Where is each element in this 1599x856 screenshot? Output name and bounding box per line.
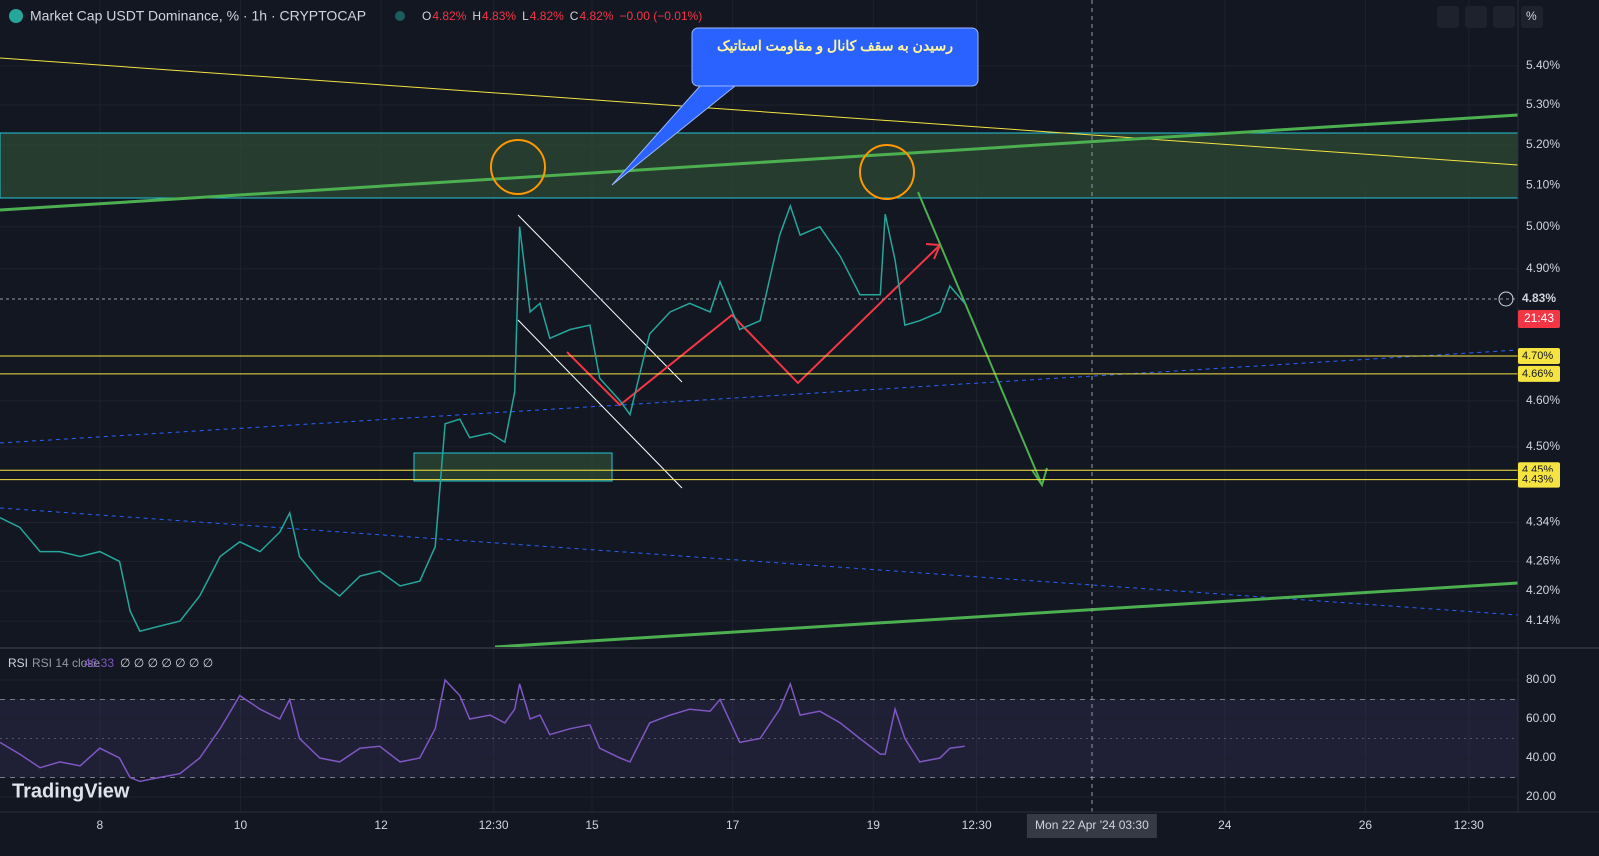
ohlc-key: H <box>472 9 481 23</box>
channel-bottom <box>494 581 1519 649</box>
y-tick-label: 5.10% <box>1526 177 1560 191</box>
last-price-tag <box>1518 289 1560 308</box>
callout-text: رسیدن به سقف کانال و مقاومت استاتیک <box>717 38 953 55</box>
rsi-tick-label: 40.00 <box>1526 750 1556 764</box>
price-line <box>0 203 966 633</box>
y-tick-label: 5.30% <box>1526 97 1560 111</box>
rsi-value: 46.33 <box>84 656 114 670</box>
ohlc-value: 4.82% <box>432 9 466 23</box>
x-tick-label: 10 <box>234 818 248 832</box>
y-tick-label: 4.50% <box>1526 439 1560 453</box>
logo: TradingView <box>12 780 130 802</box>
rsi-inputs: ∅ ∅ ∅ ∅ ∅ ∅ ∅ <box>120 656 213 670</box>
y-tick-label: 4.60% <box>1526 393 1560 407</box>
last-price-label: 4.83% <box>1522 291 1556 305</box>
level-label: 4.43% <box>1522 474 1553 486</box>
crosshair-tag <box>1026 814 1157 838</box>
ohlc-key: L <box>522 9 529 23</box>
y-tick-label: 4.26% <box>1526 554 1560 568</box>
level-tag <box>1518 347 1560 364</box>
x-tick-label: 26 <box>1359 818 1373 832</box>
x-tick-label: 12:30 <box>962 818 992 832</box>
ohlc: O 4.82% H 4.83% L 4.82% C 4.82% −0.00 (−0.01%) <box>422 9 702 23</box>
x-tick-label: 12:30 <box>479 818 509 832</box>
plot <box>0 203 1518 783</box>
x-tick-label: 8 <box>96 818 103 832</box>
rsi-tick-label: 20.00 <box>1526 789 1556 803</box>
scale-mode[interactable]: % <box>1526 9 1537 23</box>
y-tick-label: 5.20% <box>1526 137 1560 151</box>
x-tick-label: 15 <box>585 818 599 832</box>
y-tick-label: 4.14% <box>1526 613 1560 627</box>
callout-box <box>691 27 979 87</box>
arrow-head <box>1031 467 1048 488</box>
x-tick-label: 24 <box>1218 818 1232 832</box>
y-tick-label: 4.34% <box>1526 515 1560 529</box>
status-dot <box>395 11 405 21</box>
countdown-tag <box>1518 309 1560 328</box>
symbol-icon <box>9 9 23 23</box>
level-tag <box>1518 471 1560 488</box>
y-tick-label: 4.90% <box>1526 261 1560 275</box>
button[interactable] <box>1493 6 1515 28</box>
highlight-circle <box>859 144 915 200</box>
button[interactable] <box>1437 6 1459 28</box>
button[interactable] <box>1521 6 1543 28</box>
highlight-circle <box>490 139 546 195</box>
x-tick-label: 12:30 <box>1454 818 1484 832</box>
demand-zone <box>413 452 613 482</box>
x-tick-label: 17 <box>726 818 740 832</box>
projection-arrow <box>917 191 1043 486</box>
add-button[interactable] <box>1498 291 1514 307</box>
y-tick-label: 5.00% <box>1526 219 1560 233</box>
rsi-label: RSI 14 close <box>32 656 100 670</box>
zigzag <box>566 244 941 407</box>
ohlc-key: O <box>422 9 431 23</box>
ohlc-key: C <box>570 9 579 23</box>
y-tick-label: 4.20% <box>1526 583 1560 597</box>
rsi-tick-label: 60.00 <box>1526 711 1556 725</box>
ohlc-change: −0.00 (−0.01%) <box>620 9 703 23</box>
rsi-line <box>0 678 965 783</box>
x-tick-label: 19 <box>867 818 881 832</box>
resistance-zone <box>0 132 1519 199</box>
rsi-tick-label: 80.00 <box>1526 672 1556 686</box>
ohlc-value: 4.82% <box>530 9 564 23</box>
ohlc-value: 4.83% <box>482 9 516 23</box>
crosshair-label: Mon 22 Apr '24 03:30 <box>1035 818 1149 832</box>
dashed-trend <box>0 349 1519 444</box>
button[interactable] <box>1465 6 1487 28</box>
countdown: 21:43 <box>1524 311 1554 325</box>
level-label: 4.66% <box>1522 368 1553 380</box>
trend-line <box>0 57 1519 166</box>
rsi-title: RSI <box>8 656 28 670</box>
channel-top <box>0 113 1519 212</box>
ohlc-value: 4.82% <box>579 9 613 23</box>
symbol-title: Market Cap USDT Dominance, % · 1h · CRYP… <box>30 8 366 24</box>
x-tick-label: 12 <box>374 818 388 832</box>
y-tick-label: 5.40% <box>1526 58 1560 72</box>
channel-line <box>517 319 683 489</box>
level-label: 4.70% <box>1522 350 1553 362</box>
dashed-trend <box>0 507 1519 616</box>
level-tag <box>1518 365 1560 382</box>
